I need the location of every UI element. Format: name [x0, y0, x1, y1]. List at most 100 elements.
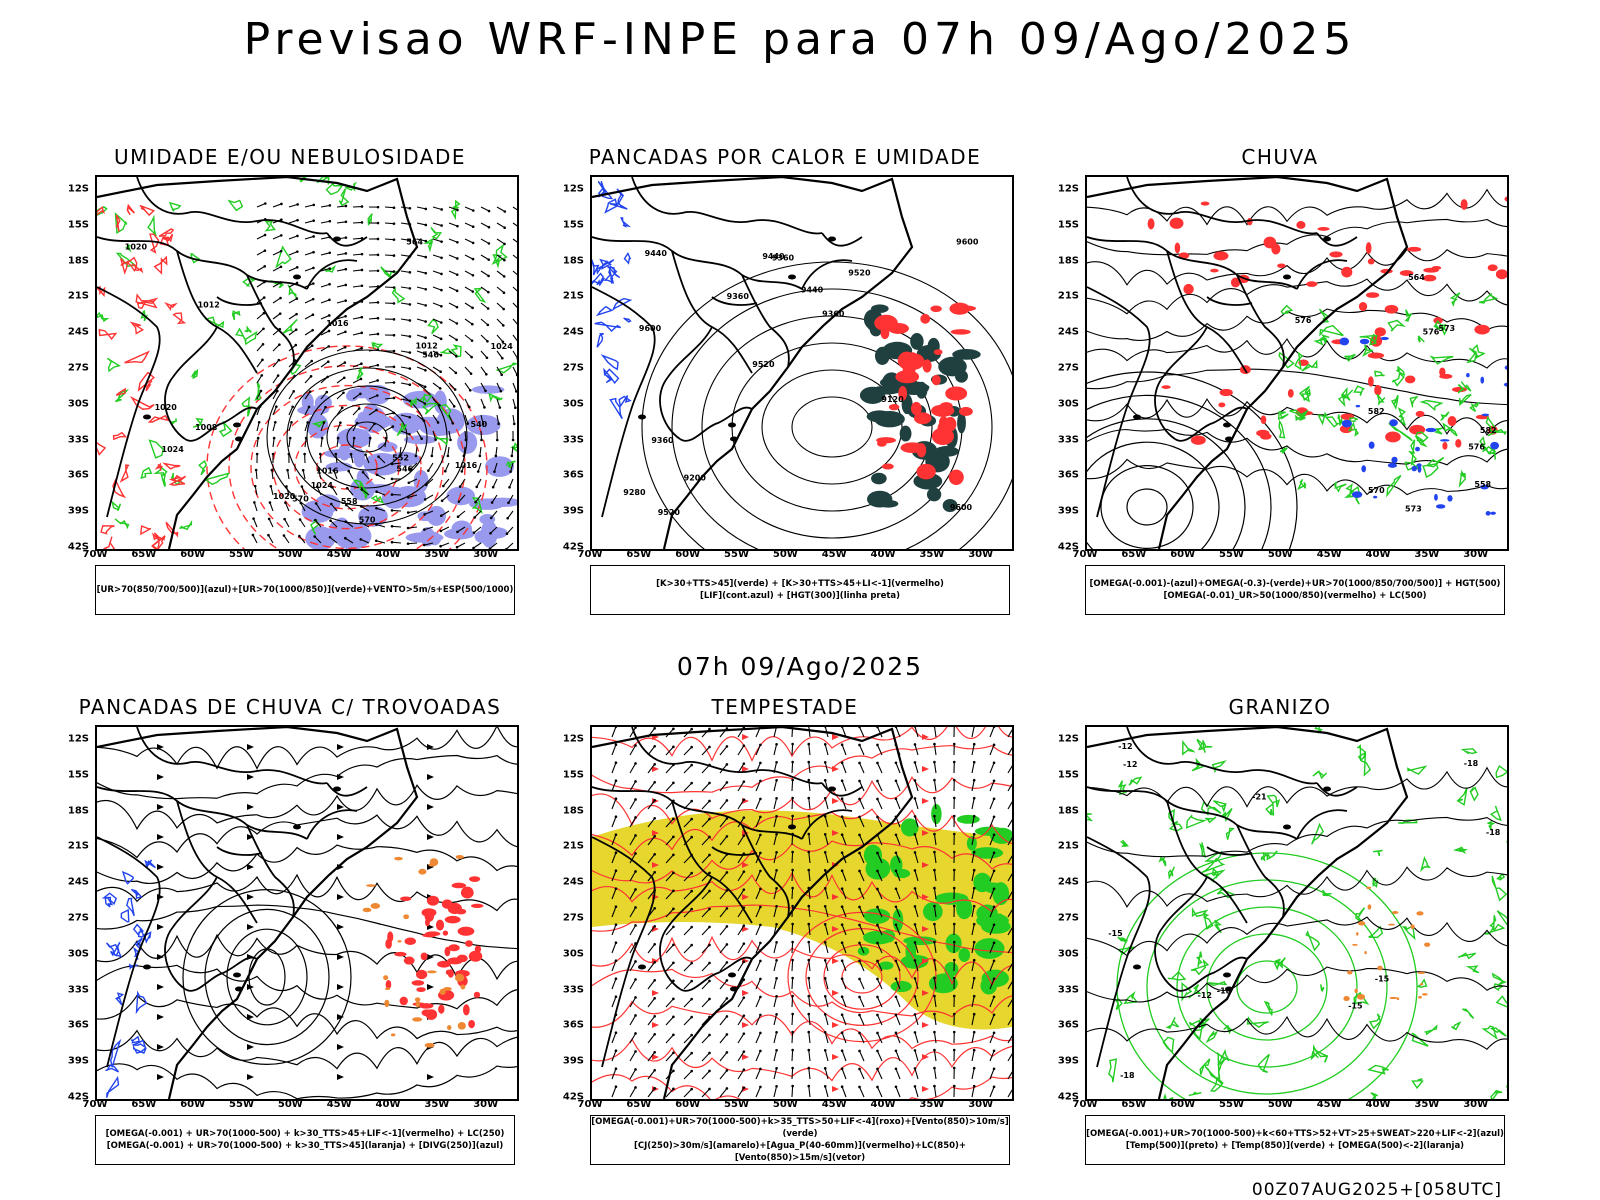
wind-vector	[345, 521, 354, 528]
wind850-vector	[808, 870, 811, 882]
contour-label: 1024	[491, 342, 514, 351]
latitude-label: 27S	[562, 912, 584, 924]
omega-03-contour	[1390, 394, 1399, 410]
contour-label: 570	[1368, 486, 1385, 495]
map-plot-area	[95, 725, 519, 1101]
wind-vector	[352, 347, 362, 352]
wind-vector	[352, 438, 355, 448]
state-border	[592, 836, 656, 1068]
legend-line: [OMEGA(-0.001)+UR>70(1000-500)+k>35_TTS>…	[591, 1117, 1009, 1139]
streamline-arrow	[922, 1054, 929, 1060]
omega-0001-area	[1411, 465, 1418, 472]
wind-vector-head	[408, 335, 412, 338]
wind-vector	[336, 392, 344, 400]
wind-vector	[256, 359, 263, 368]
thickness-contour-small	[154, 462, 164, 471]
wind850-vector-head	[653, 942, 656, 946]
longitude-label: 45W	[1316, 1099, 1342, 1110]
longitude-label: 65W	[626, 1099, 652, 1110]
wind850-vector-head	[952, 1048, 956, 1052]
wind-vector-head	[278, 343, 281, 346]
wind850-vector-head	[876, 977, 879, 981]
wind-vector	[400, 286, 410, 289]
divg250-contour	[132, 1039, 147, 1049]
wind-vector-head	[438, 387, 442, 390]
wind850-vector	[737, 871, 745, 882]
wind850-vector-head	[614, 959, 618, 963]
wind850-vector	[989, 1050, 995, 1062]
contour-label: 9440	[645, 249, 668, 258]
wind-vector	[256, 312, 265, 320]
wind-vector	[444, 462, 450, 472]
wind850-vector	[914, 780, 919, 792]
wind-vector-head	[328, 267, 331, 270]
wind-vector-head	[298, 534, 301, 538]
thickness-contour	[250, 384, 444, 549]
wind850-vector-head	[742, 798, 746, 801]
omega-ur50-area	[1178, 252, 1190, 259]
omega-03-contour	[1395, 365, 1405, 377]
wind850-vector-head	[775, 761, 778, 764]
omega-ur50-area	[1260, 415, 1267, 425]
wind850-vector-head	[823, 1067, 827, 1070]
wind850-vector-head	[876, 743, 879, 747]
wind-vector	[384, 438, 387, 448]
wind-vector	[320, 299, 330, 304]
wind-vector	[424, 542, 434, 546]
wind850-vector-head	[614, 1085, 618, 1089]
humidity-1000-850-contour	[417, 394, 433, 404]
divg250-contour	[130, 888, 143, 900]
omega-0001-area	[1417, 465, 1422, 473]
temp850-contour	[1211, 760, 1227, 773]
k-tts-area	[397, 940, 402, 943]
wind850-vector	[876, 1068, 883, 1080]
wind850-vector-head	[952, 886, 956, 890]
wind850-vector	[824, 942, 829, 954]
wind850-vector-head	[992, 1067, 996, 1071]
wind-vector-head	[508, 485, 511, 489]
wind-vector-head	[375, 523, 378, 526]
lake-mark	[730, 436, 738, 442]
panel-title: CHUVA	[1241, 145, 1319, 169]
wind850-vector	[824, 924, 829, 936]
wind-vector	[432, 206, 442, 210]
lake-mark	[728, 972, 736, 978]
omega-0001-area	[1368, 441, 1375, 449]
wind-vector	[432, 238, 442, 243]
wind850-vector	[737, 835, 745, 846]
omega-03-contour	[1353, 385, 1366, 396]
wind-vector-head	[279, 296, 282, 300]
wind-vector	[473, 526, 482, 534]
lc250-closed-contour	[226, 928, 308, 1026]
omega-ur50-area	[1358, 301, 1368, 312]
wind-vector	[464, 270, 474, 276]
thickness-contour-small	[139, 204, 155, 217]
wind850-vector	[629, 907, 636, 918]
latitude-label: 12S	[1057, 733, 1079, 745]
wind850-vector-head	[992, 959, 996, 963]
wind850-vector	[989, 942, 995, 954]
wind-vector	[461, 462, 466, 472]
wind850-vector	[791, 797, 794, 810]
wind850-vector	[971, 942, 975, 954]
wind850-vector-head	[894, 869, 898, 873]
wind850-vector	[1007, 963, 1012, 972]
longitude-label: 35W	[1414, 549, 1440, 560]
wind850-vector	[914, 960, 919, 972]
wind-vector-head	[285, 485, 288, 488]
wind850-vector	[719, 926, 728, 936]
wind850-vector-head	[634, 798, 637, 801]
wind-vector	[336, 205, 347, 208]
streamline-arrow	[337, 1074, 344, 1080]
wind850-vector-head	[894, 1085, 898, 1089]
temp500-contour	[1087, 766, 1507, 808]
omega500-area	[1418, 995, 1422, 999]
wind850-vector-head	[992, 851, 996, 855]
k-tts-area	[385, 987, 391, 990]
wind850-vector	[989, 744, 995, 756]
thickness-contour-small	[162, 462, 181, 470]
omega-0001-area	[1480, 484, 1489, 490]
wind850-vector-head	[807, 1066, 811, 1070]
wind850-vector-head	[634, 996, 637, 999]
wind-vector	[448, 302, 458, 308]
